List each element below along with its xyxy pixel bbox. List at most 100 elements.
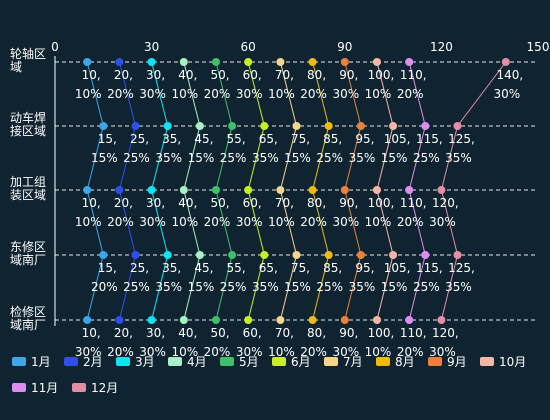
legend-swatch [72,383,86,392]
data-labels: 10, 10% 15, 15% 10, 10% 15, 20% 10, 30% 20, 20% 25, 2… [75,68,523,359]
category-label: 检修区 [10,304,46,319]
data-point [308,186,317,194]
data-label-percent: 35% [445,151,472,165]
data-label-percent: 20% [397,215,424,229]
data-label-percent: 10% [171,215,198,229]
data-label: 55, [227,132,246,146]
category-label: 东修区 [10,239,46,254]
data-label-percent: 10% [75,215,102,229]
data-label: 25, [130,132,149,146]
data-label: 65, [259,261,278,275]
x-tick-label: 30 [144,40,159,54]
x-tick-label: 120 [430,40,453,54]
data-label: 85, [323,132,342,146]
data-label: 45, [194,261,213,275]
category-label: 域南厂 [10,252,46,267]
data-label-percent: 25% [413,280,440,294]
data-point [356,122,365,130]
category-label: 域南厂 [10,317,46,332]
data-point [147,58,156,66]
data-label-percent: 20% [397,87,424,101]
data-label: 20, [114,68,133,82]
data-label: 105, [384,132,411,146]
data-label-percent: 20% [204,345,231,359]
data-point [83,186,92,194]
data-label: 115, [416,132,443,146]
data-label: 15, [98,132,117,146]
data-label-percent: 25% [123,280,150,294]
data-point [131,122,140,130]
data-point [276,186,285,194]
category-label: 轮轴区 [10,46,46,61]
data-label-percent: 20% [300,87,327,101]
data-label-percent: 20% [107,215,134,229]
legend-label: 12月 [91,381,118,395]
data-label-percent: 30% [236,215,263,229]
data-label: 40, [178,68,197,82]
data-label: 100, [368,196,395,210]
data-label-percent: 20% [107,345,134,359]
data-label: 105, [384,261,411,275]
data-point [179,58,188,66]
data-label: 75, [291,132,310,146]
data-label: 30, [146,68,165,82]
legend-swatch [376,357,390,366]
data-point [405,316,414,324]
data-point [212,186,220,194]
legend-swatch [116,357,130,366]
data-label: 60, [243,326,262,340]
data-point [83,58,92,66]
series-layer [83,58,510,324]
data-label-percent: 30% [493,87,520,101]
data-label: 20, [114,196,133,210]
data-label: 95, [355,261,374,275]
data-label: 110, [400,326,427,340]
data-label-percent: 35% [155,151,182,165]
data-point [340,58,349,66]
data-label: 125, [448,261,475,275]
data-point [276,58,285,66]
data-point [373,186,381,194]
legend-label: 8月 [395,355,415,369]
data-label-percent: 10% [268,87,295,101]
data-label: 10, [82,68,101,82]
data-label: 15, [98,261,117,275]
data-label-percent: 10% [365,87,392,101]
data-label-percent: 15% [284,151,311,165]
data-point [453,251,462,259]
data-label: 25, [130,261,149,275]
data-label-percent: 35% [349,280,376,294]
data-label: 95, [355,132,374,146]
data-label: 50, [210,68,229,82]
legend-label: 2月 [83,355,103,369]
legend-label: 11月 [31,381,58,395]
data-point [389,122,398,130]
data-point [244,58,253,66]
data-label-percent: 30% [429,345,456,359]
data-label: 125, [448,132,475,146]
data-label-percent: 30% [139,345,166,359]
data-point [212,58,220,66]
data-label: 35, [162,261,181,275]
data-label: 40, [178,196,197,210]
data-label: 110, [400,68,427,82]
data-label-percent: 10% [268,215,295,229]
data-point [389,251,398,259]
data-point [421,122,430,130]
data-label-percent: 30% [75,345,102,359]
data-label-percent: 20% [204,87,231,101]
data-label: 120, [432,196,459,210]
data-point [437,316,446,324]
data-point [340,316,349,324]
data-label-percent: 15% [381,280,408,294]
data-point [453,122,462,130]
data-point [373,58,381,66]
data-point [228,251,237,259]
data-label: 90, [339,196,358,210]
data-label-percent: 30% [236,87,263,101]
data-label-percent: 35% [252,280,279,294]
data-point [115,316,124,324]
data-point [147,316,156,324]
legend-label: 7月 [343,355,363,369]
data-point [163,122,172,130]
